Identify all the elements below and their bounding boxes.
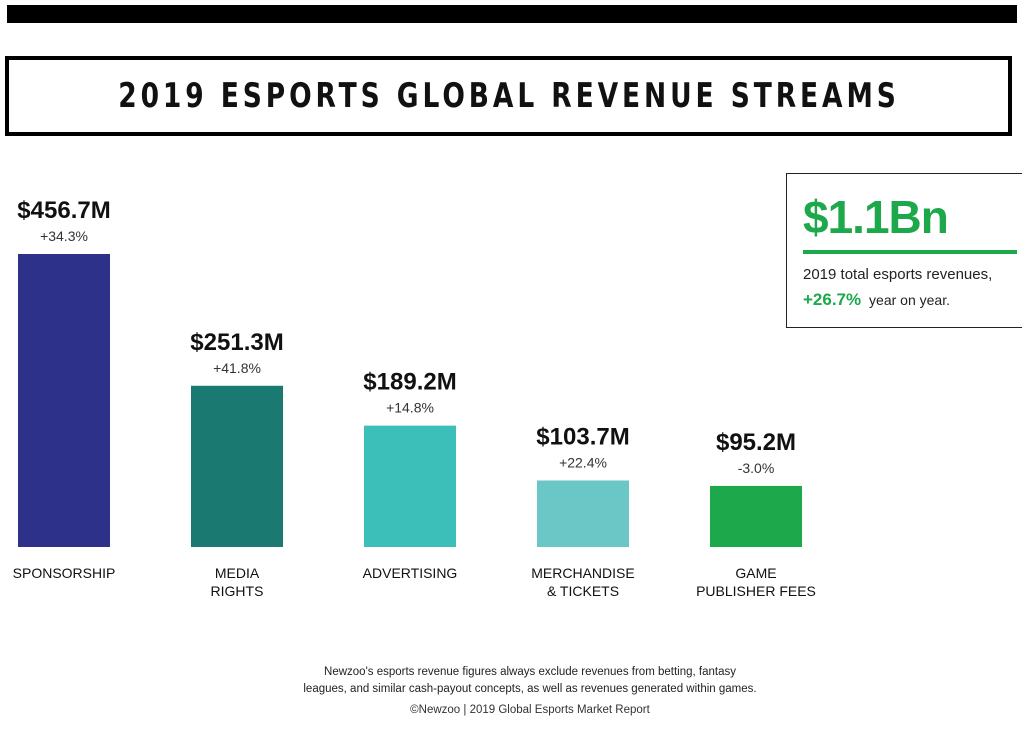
footnote: Newzoo's esports revenue figures always … — [270, 664, 790, 698]
category-label: & TICKETS — [547, 583, 619, 599]
bar-value-label: $103.7M — [536, 423, 629, 450]
category-label: SPONSORSHIP — [13, 565, 116, 581]
footnote-line-2: leagues, and similar cash-payout concept… — [303, 683, 757, 695]
bar — [710, 485, 802, 547]
bar-value-label: $95.2M — [716, 429, 796, 456]
total-revenue-description: 2019 total esports revenues, — [803, 266, 993, 283]
category-label: PUBLISHER FEES — [696, 583, 816, 599]
bar-change-label: +34.3% — [40, 228, 88, 244]
source-credit: ©Newzoo | 2019 Global Esports Market Rep… — [410, 704, 650, 716]
total-revenue-value: $1.1Bn — [803, 191, 949, 243]
title-box: 2019 ESPORTS GLOBAL REVENUE STREAMS — [5, 56, 1012, 136]
total-revenue-change: +26.7% — [803, 290, 862, 309]
category-label: MERCHANDISE — [531, 565, 634, 581]
bar — [191, 385, 283, 547]
bar — [18, 254, 110, 547]
bar — [364, 425, 456, 547]
bar-value-label: $251.3M — [190, 329, 283, 356]
top-bar — [7, 5, 1017, 23]
bar-value-label: $456.7M — [17, 197, 110, 224]
bar-change-label: +41.8% — [213, 360, 261, 376]
category-label: MEDIA — [215, 565, 260, 581]
chart-title: 2019 ESPORTS GLOBAL REVENUE STREAMS — [117, 76, 900, 116]
total-revenue-change-suffix: year on year. — [869, 292, 950, 308]
footnote-line-1: Newzoo's esports revenue figures always … — [324, 666, 736, 678]
bar — [537, 480, 629, 547]
bar-change-label: +14.8% — [386, 400, 434, 416]
total-revenue-box: $1.1Bn 2019 total esports revenues, +26.… — [786, 173, 1022, 328]
bar-change-label: +22.4% — [559, 454, 607, 470]
total-revenue-rule — [803, 250, 1017, 254]
category-label: GAME — [735, 565, 776, 581]
bar-value-label: $189.2M — [363, 369, 456, 396]
total-revenue-change-line: +26.7% year on year. — [803, 290, 950, 310]
category-label: ADVERTISING — [363, 565, 458, 581]
category-label: RIGHTS — [211, 583, 264, 599]
bar-change-label: -3.0% — [738, 460, 775, 476]
